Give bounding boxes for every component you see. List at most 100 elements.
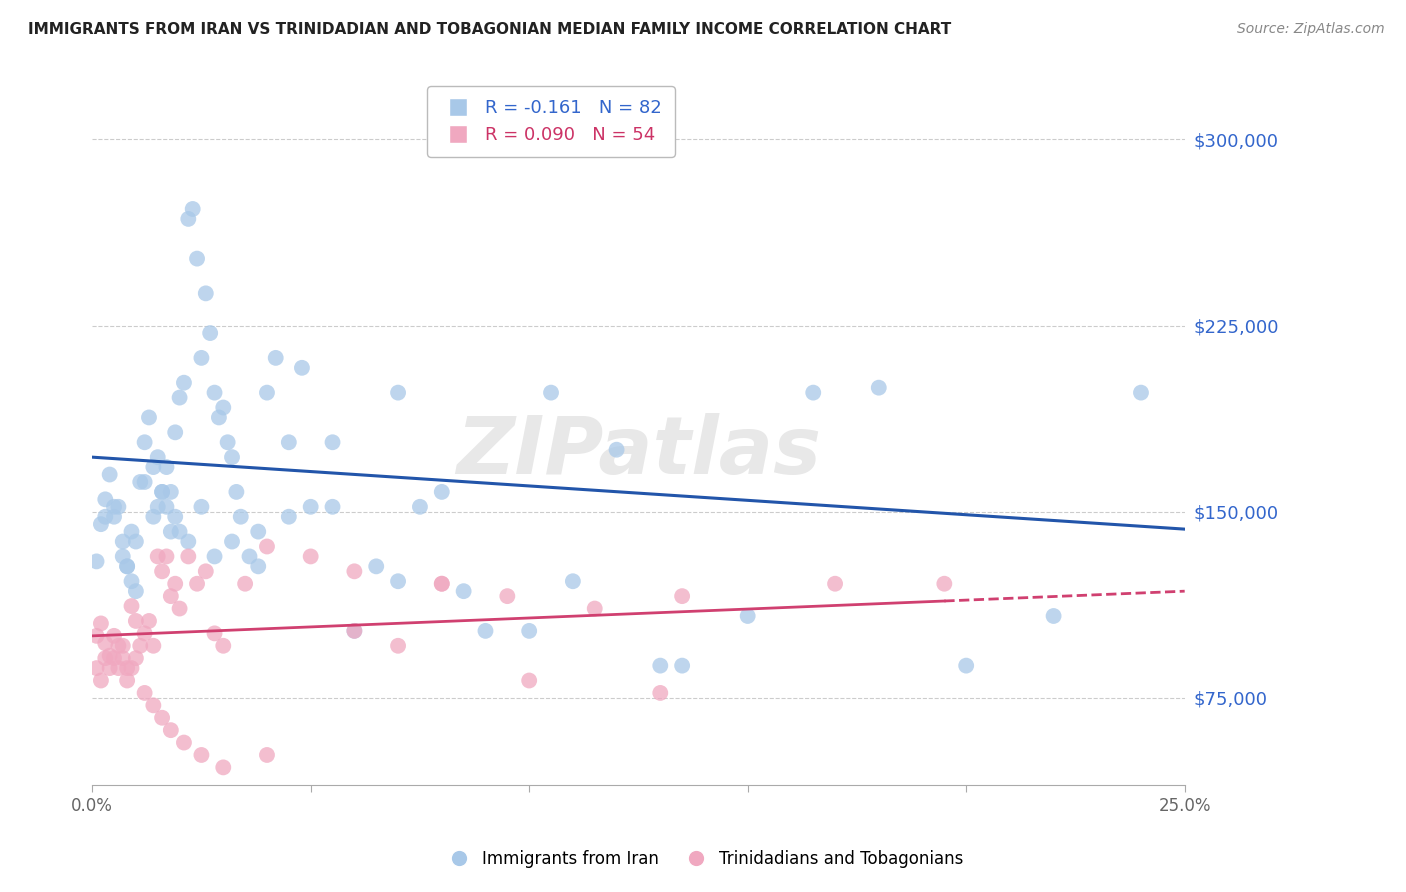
Point [86, 661, 108, 675]
Point [142, 460, 165, 475]
Point [103, 629, 125, 643]
Point [299, 549, 322, 564]
Point [671, 658, 693, 673]
Point [160, 589, 183, 603]
Point [277, 509, 299, 524]
Point [650, 658, 672, 673]
Point [111, 651, 134, 665]
Point [343, 624, 366, 638]
Point [134, 435, 156, 450]
Point [150, 564, 173, 578]
Point [517, 624, 540, 638]
Point [111, 534, 134, 549]
Point [115, 559, 138, 574]
Point [146, 549, 169, 564]
Point [208, 410, 231, 425]
Point [125, 614, 148, 628]
Point [165, 576, 187, 591]
Point [198, 326, 221, 340]
Point [606, 442, 628, 457]
Point [177, 211, 200, 226]
Point [430, 484, 453, 499]
Point [256, 385, 278, 400]
Point [671, 589, 693, 603]
Legend: R = -0.161   N = 82, R = 0.090   N = 54: R = -0.161 N = 82, R = 0.090 N = 54 [427, 87, 675, 157]
Point [107, 661, 129, 675]
Point [955, 658, 977, 673]
Point [256, 747, 278, 762]
Point [934, 576, 956, 591]
Point [299, 500, 322, 514]
Point [430, 576, 453, 591]
Point [264, 351, 287, 365]
Point [177, 534, 200, 549]
Point [155, 500, 177, 514]
Point [90, 616, 112, 631]
Point [142, 639, 165, 653]
Point [173, 376, 195, 390]
Point [103, 651, 125, 665]
Point [138, 614, 160, 628]
Point [155, 549, 177, 564]
Point [90, 517, 112, 532]
Point [186, 576, 208, 591]
Point [194, 564, 217, 578]
Point [125, 534, 148, 549]
Point [86, 629, 108, 643]
Point [146, 450, 169, 465]
Point [277, 435, 299, 450]
Point [98, 661, 121, 675]
Point [165, 509, 187, 524]
Point [343, 564, 366, 578]
Legend: Immigrants from Iran, Trinidadians and Tobagonians: Immigrants from Iran, Trinidadians and T… [436, 844, 970, 875]
Point [190, 747, 212, 762]
Point [430, 576, 453, 591]
Point [94, 636, 117, 650]
Point [190, 500, 212, 514]
Point [134, 626, 156, 640]
Point [409, 500, 432, 514]
Point [1130, 385, 1153, 400]
Point [204, 385, 226, 400]
Point [160, 524, 183, 539]
Point [247, 524, 270, 539]
Point [169, 391, 191, 405]
Point [204, 549, 226, 564]
Point [291, 360, 314, 375]
Point [150, 484, 173, 499]
Point [229, 509, 252, 524]
Point [125, 651, 148, 665]
Point [134, 475, 156, 489]
Point [517, 673, 540, 688]
Point [115, 673, 138, 688]
Text: ZIPatlas: ZIPatlas [456, 413, 821, 491]
Point [134, 686, 156, 700]
Point [142, 509, 165, 524]
Point [186, 252, 208, 266]
Point [107, 500, 129, 514]
Point [387, 574, 409, 589]
Point [256, 540, 278, 554]
Point [142, 698, 165, 713]
Point [322, 500, 344, 514]
Point [129, 475, 152, 489]
Point [343, 624, 366, 638]
Point [387, 639, 409, 653]
Point [169, 524, 191, 539]
Point [107, 639, 129, 653]
Point [650, 686, 672, 700]
Text: Source: ZipAtlas.com: Source: ZipAtlas.com [1237, 22, 1385, 37]
Point [103, 509, 125, 524]
Point [103, 500, 125, 514]
Point [129, 639, 152, 653]
Point [212, 639, 235, 653]
Point [86, 554, 108, 568]
Point [111, 639, 134, 653]
Point [125, 584, 148, 599]
Point [190, 351, 212, 365]
Point [160, 723, 183, 738]
Point [194, 286, 217, 301]
Point [225, 484, 247, 499]
Point [155, 460, 177, 475]
Point [173, 735, 195, 749]
